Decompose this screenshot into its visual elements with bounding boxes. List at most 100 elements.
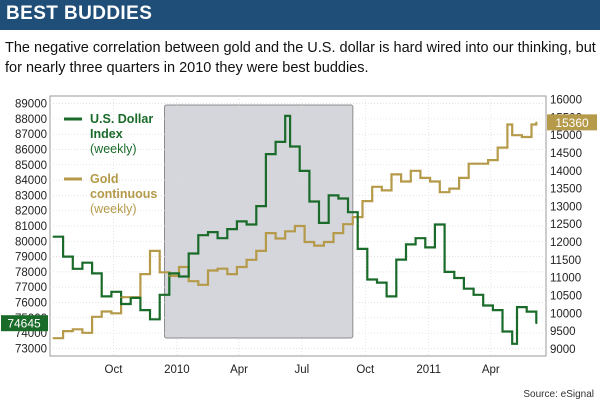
- data-point-gold: [400, 180, 403, 183]
- data-point-dollar: [289, 145, 291, 148]
- legend-label-gold: Gold: [90, 172, 118, 186]
- chart-header-bar: BEST BUDDIES: [0, 0, 600, 30]
- data-point-gold: [81, 331, 84, 334]
- right-axis-tick-label: 13500: [550, 184, 582, 196]
- highlight-region: [164, 104, 354, 339]
- data-point-gold: [207, 269, 209, 272]
- data-point-dollar: [265, 153, 267, 156]
- data-point-gold: [245, 258, 248, 261]
- data-point-dollar: [356, 248, 359, 250]
- data-point-gold: [303, 241, 306, 243]
- data-point-gold: [496, 146, 499, 149]
- data-point-dollar: [414, 237, 417, 240]
- data-point-gold: [293, 225, 296, 227]
- data-point-dollar: [463, 287, 465, 290]
- data-point-dollar: [298, 170, 301, 172]
- data-point-dollar: [472, 293, 475, 296]
- data-point-dollar: [226, 228, 229, 230]
- data-point-dollar: [453, 277, 456, 279]
- data-point-gold: [197, 283, 200, 286]
- x-tick-label: Oct: [356, 364, 375, 376]
- right-axis-tick-label: 12000: [550, 237, 582, 249]
- data-point-dollar: [255, 205, 258, 208]
- left-axis-tick-label: 76000: [15, 297, 47, 309]
- data-point-dollar: [443, 270, 446, 273]
- data-point-dollar: [434, 223, 436, 226]
- left-axis-tick-label: 79000: [15, 252, 47, 264]
- data-point-dollar: [110, 290, 113, 293]
- data-point-dollar: [284, 114, 287, 117]
- series-line-gold: [53, 122, 538, 340]
- data-point-gold: [429, 180, 432, 183]
- data-point-dollar: [207, 231, 209, 234]
- data-point-gold: [71, 328, 74, 331]
- chart-subtitle: The negative correlation between gold an…: [5, 40, 596, 76]
- data-point-gold: [530, 123, 533, 126]
- left-axis-tick-label: 88000: [15, 114, 47, 126]
- right-axis-tick-label: 9000: [550, 344, 576, 356]
- data-point-dollar: [129, 296, 132, 299]
- data-point-dollar: [308, 200, 311, 203]
- right-axis-tick-label: 9500: [550, 326, 576, 338]
- data-point-dollar: [385, 295, 388, 298]
- data-point-dollar: [120, 303, 122, 305]
- data-point-dollar: [216, 237, 219, 240]
- data-point-dollar: [245, 223, 248, 226]
- data-point-dollar: [347, 211, 349, 214]
- right-axis-tick-label: 14500: [550, 148, 582, 160]
- right-axis-tick-label: 14000: [550, 166, 582, 178]
- data-point-dollar: [158, 293, 161, 296]
- data-point-dollar: [178, 275, 180, 278]
- left-axis-tick-label: 85000: [15, 160, 47, 172]
- x-tick-label: 2010: [164, 364, 190, 376]
- left-axis-tick-label: 83000: [15, 190, 47, 202]
- data-point-dollar: [366, 278, 369, 281]
- right-axis-tick-label: 11000: [550, 273, 581, 285]
- data-point-gold: [361, 200, 364, 202]
- data-point-dollar: [71, 267, 74, 270]
- data-point-dollar: [327, 194, 330, 197]
- right-axis-tick-label: 10000: [550, 308, 582, 320]
- data-point-gold: [487, 159, 489, 162]
- data-point-dollar: [525, 310, 528, 313]
- data-point-gold: [265, 232, 267, 235]
- data-point-gold: [149, 250, 151, 252]
- x-tick-label: Jul: [294, 364, 309, 376]
- legend-label-gold: (weekly): [90, 202, 137, 216]
- data-point-gold: [158, 271, 161, 274]
- data-point-dollar: [81, 261, 84, 264]
- left-axis-tick-label: 82000: [15, 206, 47, 218]
- data-point-dollar: [197, 234, 200, 237]
- legend-label-dollar: (weekly): [90, 142, 137, 156]
- data-point-gold: [100, 310, 103, 313]
- data-point-dollar: [274, 140, 277, 143]
- right-axis-tick-label: 11500: [550, 255, 581, 267]
- chart-title: BEST BUDDIES: [6, 3, 153, 24]
- left-axis-tick-label: 77000: [15, 282, 47, 294]
- data-point-dollar: [318, 222, 320, 224]
- data-point-dollar: [62, 255, 65, 258]
- data-point-gold: [448, 187, 451, 190]
- data-point-dollar: [516, 306, 518, 308]
- data-point-dollar: [491, 309, 494, 312]
- data-point-dollar: [168, 272, 171, 275]
- data-point-gold: [139, 273, 142, 275]
- data-point-gold: [419, 177, 422, 179]
- data-point-gold: [520, 136, 523, 138]
- data-point-gold: [342, 223, 345, 226]
- data-point-dollar: [395, 258, 398, 261]
- data-point-gold: [458, 177, 460, 179]
- right-axis-tick-label: 15000: [550, 130, 582, 142]
- data-point-gold: [52, 337, 55, 340]
- x-tick-label: Apr: [230, 364, 248, 376]
- data-point-gold: [351, 216, 354, 218]
- data-point-dollar: [149, 318, 151, 321]
- data-point-gold: [477, 162, 480, 165]
- data-point-dollar: [100, 295, 103, 298]
- left-axis-tick-label: 86000: [15, 145, 47, 157]
- data-point-gold: [380, 189, 383, 192]
- left-axis-tick-label: 80000: [15, 236, 47, 248]
- data-point-gold: [390, 173, 393, 176]
- left-axis-tick-label: 81000: [15, 221, 47, 233]
